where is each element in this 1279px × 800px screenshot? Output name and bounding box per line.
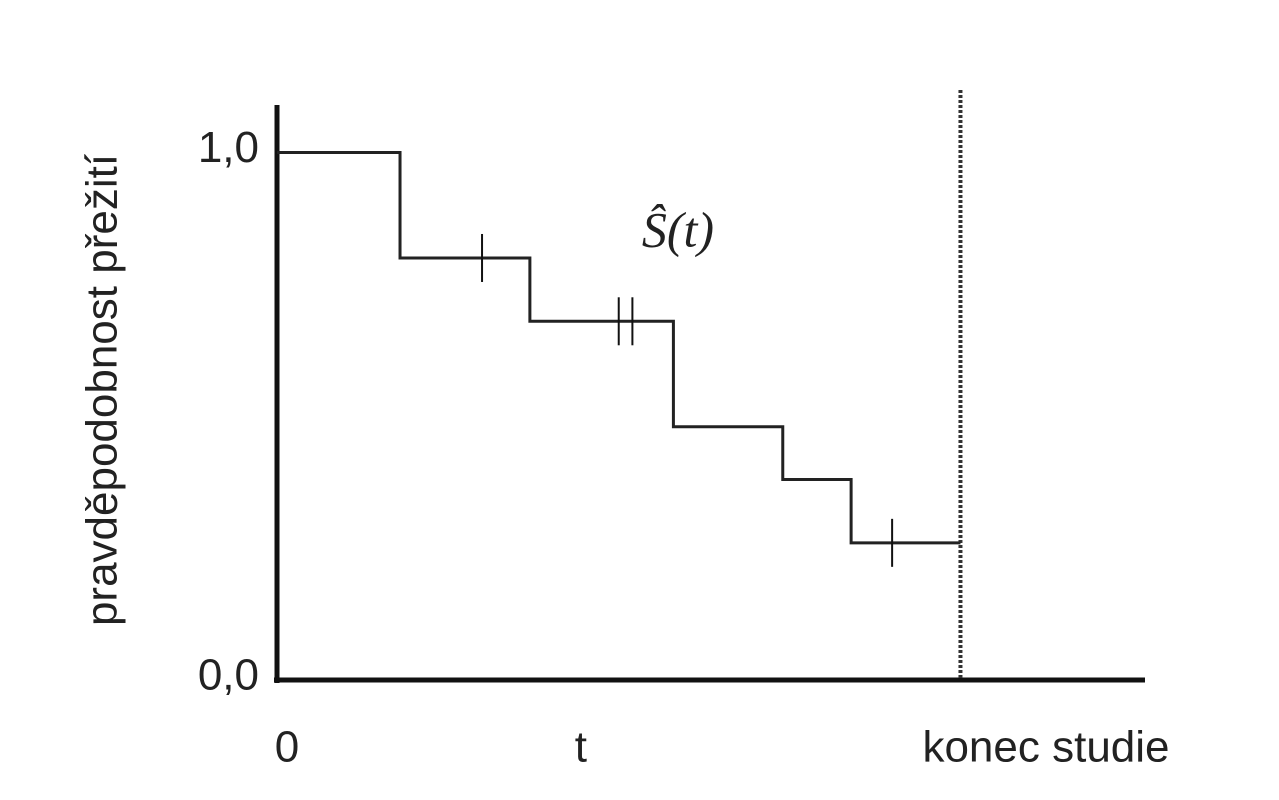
- survival-curve: [277, 150, 961, 545]
- x-tick-label: t: [575, 723, 587, 772]
- x-tick-label: 0: [275, 723, 299, 772]
- x-tick-label: konec studie: [922, 723, 1169, 772]
- annotation: Ŝ(t): [642, 201, 714, 257]
- y-axis-label: pravděpodobnost přežití: [78, 153, 127, 626]
- y-tick-label: 0,0: [198, 651, 259, 700]
- y-tick-label: 1,0: [198, 123, 259, 172]
